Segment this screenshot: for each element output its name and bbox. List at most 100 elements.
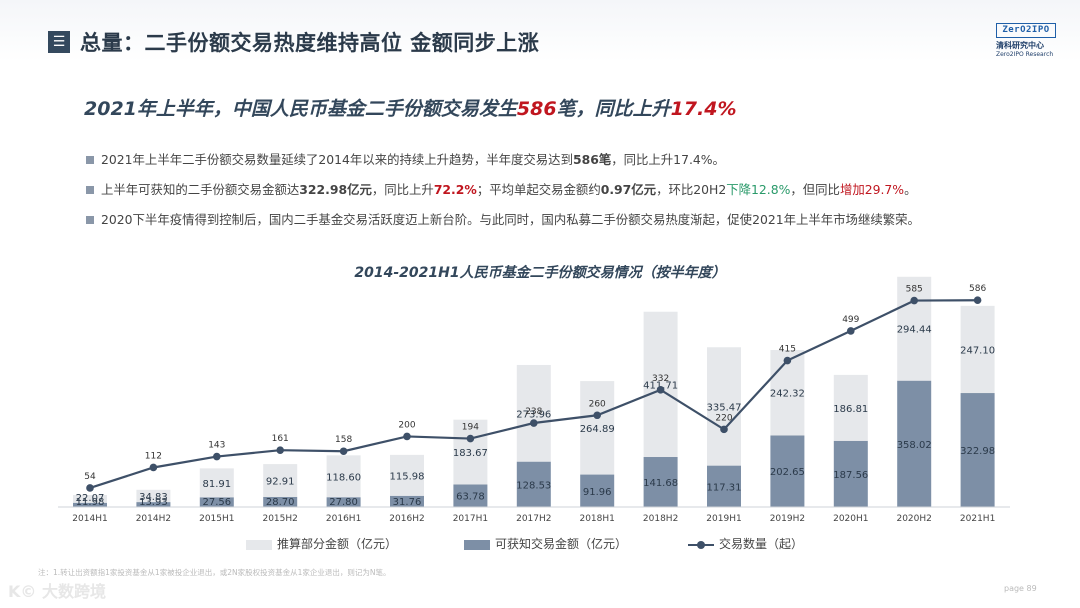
- data-label-count: 260: [589, 399, 606, 409]
- bar-known-2015H2: [263, 496, 298, 507]
- data-label-known: 91.96: [583, 487, 612, 498]
- data-label-estimated: 247.10: [960, 345, 995, 356]
- bullet-text: 。: [904, 182, 917, 197]
- bar-known-2018H1: [580, 474, 615, 507]
- legend-swatch-estimated: [246, 539, 272, 550]
- legend-item-count: 交易数量（起）: [688, 535, 803, 553]
- bullet-text: 2021年上半年二手份额交易数量延续了2014年以来的持续上升趋势，半年度交易达…: [101, 152, 573, 167]
- data-label-count: 200: [398, 420, 415, 430]
- bullet-text: 2020下半年疫情得到控制后，国内二手基金交易活跃度迈上新台阶。与此同时，国内私…: [101, 212, 920, 227]
- x-tick-label: 2021H1: [960, 514, 995, 524]
- data-label-count: 415: [779, 345, 796, 355]
- bar-estimated-2017H2: [516, 364, 551, 462]
- data-label-estimated: 411.71: [643, 380, 678, 391]
- line-point-count: [149, 463, 158, 472]
- line-point-count: [783, 356, 792, 365]
- data-label-count: 585: [906, 285, 923, 295]
- bar-known-2015H1: [199, 497, 234, 507]
- data-label-known: 27.80: [329, 497, 358, 508]
- data-label-count: 220: [715, 413, 732, 423]
- bar-estimated-2019H1: [707, 347, 741, 466]
- bullet-text: ，同比上升17.4%。: [611, 152, 725, 167]
- line-point-count: [530, 419, 538, 427]
- bar-estimated-2016H1: [326, 455, 361, 498]
- line-point-count: [720, 425, 728, 434]
- line-point-count: [847, 327, 855, 335]
- x-tick-label: 2017H1: [453, 514, 488, 524]
- data-label-known: 63.78: [456, 492, 485, 503]
- bar-estimated-2020H2: [897, 276, 932, 381]
- chart-legend: 推算部分金额（亿元） 可获知交易金额（亿元） 交易数量（起）: [0, 535, 1080, 555]
- bar-known-2016H1: [326, 497, 361, 507]
- bar-estimated-2014H2: [136, 489, 171, 503]
- x-tick-label: 2019H2: [770, 514, 805, 524]
- legend-label: 可获知交易金额（亿元）: [495, 537, 628, 551]
- headline-part1: 2021年上半年，中国人民币基金二手份额交易发生: [84, 98, 517, 120]
- data-label-known: 128.53: [516, 480, 551, 491]
- bar-estimated-2014H1: [73, 494, 107, 503]
- data-label-estimated: 294.44: [897, 325, 932, 336]
- x-tick-label: 2016H1: [326, 514, 361, 524]
- line-point-count: [656, 386, 665, 394]
- data-label-count: 112: [145, 451, 162, 461]
- bullet-text: ，但同比: [790, 182, 840, 197]
- headline-growth: 17.4%: [670, 98, 737, 120]
- data-label-count: 54: [84, 472, 96, 482]
- headline-deal-count: 586: [516, 98, 557, 120]
- data-label-estimated: 81.91: [202, 479, 231, 490]
- bullet-red: 增加29.7%: [839, 182, 905, 197]
- bar-known-2021H1: [960, 393, 995, 507]
- bar-estimated-2016H2: [390, 454, 424, 496]
- bullet-square-icon: [86, 216, 94, 224]
- data-label-estimated: 115.98: [390, 471, 425, 482]
- zero2ipo-logo: ZerO2IPO 清科研究中心 Zero2IPO Research: [996, 23, 1060, 63]
- line-point-count: [973, 296, 982, 305]
- bullet-text: ，环比20H2: [656, 182, 727, 197]
- bullet-list: 2021年上半年二手份额交易数量延续了2014年以来的持续上升趋势，半年度交易达…: [86, 150, 1046, 240]
- bar-known-2018H2: [643, 457, 678, 507]
- data-label-estimated: 264.89: [580, 424, 615, 435]
- legend-line-icon: [688, 540, 714, 550]
- line-point-count: [213, 452, 221, 461]
- bar-known-2019H1: [707, 465, 741, 507]
- bullet-square-icon: [86, 186, 94, 194]
- line-point-count: [910, 296, 918, 305]
- bullet-red: 72.2%: [433, 182, 477, 197]
- legend-label: 推算部分金额（亿元）: [277, 537, 398, 551]
- data-label-count: 161: [272, 434, 289, 444]
- bullet-square-icon: [86, 156, 94, 164]
- data-label-count: 194: [462, 423, 479, 433]
- data-label-estimated: 92.91: [266, 476, 295, 487]
- bar-estimated-2021H1: [960, 305, 995, 394]
- bar-known-2020H2: [897, 380, 932, 507]
- x-tick-label: 2014H1: [72, 514, 107, 524]
- x-tick-label: 2018H1: [579, 514, 614, 524]
- bar-known-2016H2: [390, 495, 424, 507]
- data-label-known: 13.93: [139, 497, 168, 508]
- line-point-count: [466, 434, 475, 443]
- menu-icon[interactable]: ☰: [48, 31, 70, 53]
- data-label-known: 187.56: [833, 470, 868, 481]
- watermark-logo: K© 大数跨境: [8, 582, 106, 601]
- data-label-count: 238: [525, 407, 542, 417]
- legend-item-known: 可获知交易金额（亿元）: [464, 535, 627, 553]
- bullet-item: 2020下半年疫情得到控制后，国内二手基金交易活跃度迈上新台阶。与此同时，国内私…: [86, 210, 1046, 240]
- bullet-bold: 322.98亿元: [299, 182, 372, 197]
- x-tick-label: 2015H2: [262, 514, 297, 524]
- x-tick-label: 2017H2: [516, 514, 551, 524]
- logo-en-text: Zero2IPO Research: [996, 51, 1054, 58]
- chart-title: 2014-2021H1人民币基金二手份额交易情况（按半年度）: [354, 265, 726, 281]
- footnote: 注：1.转让出资额指1家投资基金从1家被投企业退出，或2N家股权投资基金从1家企…: [38, 568, 391, 577]
- data-label-count: 158: [335, 435, 352, 445]
- bar-estimated-2015H2: [263, 464, 298, 497]
- headline: 2021年上半年，中国人民币基金二手份额交易发生586笔，同比上升17.4%: [84, 94, 737, 121]
- line-point-count: [276, 446, 285, 454]
- data-label-known: 322.98: [960, 446, 995, 457]
- data-label-estimated: 34.83: [139, 492, 168, 503]
- header-band: [0, 0, 1080, 62]
- bullet-bold: 0.97亿元: [600, 182, 657, 197]
- bullet-text: ；平均单起交易金额约: [476, 182, 601, 197]
- logo-cn-text: 清科研究中心: [996, 41, 1044, 50]
- bar-known-2014H2: [136, 502, 171, 507]
- bar-estimated-2018H1: [580, 381, 615, 475]
